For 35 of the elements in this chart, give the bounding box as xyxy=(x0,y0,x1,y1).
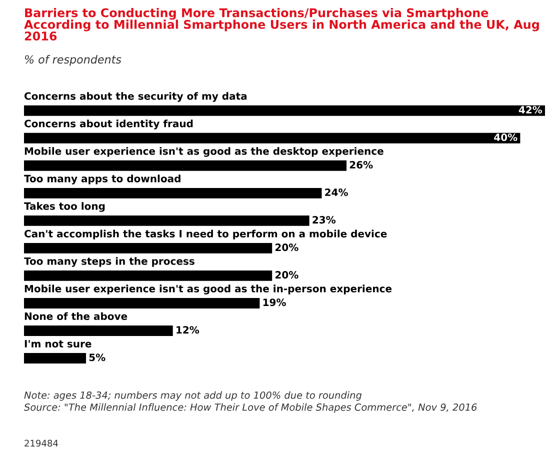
bar xyxy=(24,188,322,198)
chart-subtitle: % of respondents xyxy=(25,55,122,66)
y-tick-label: Mobile user experience isn't as good as the desktop experience xyxy=(24,147,384,157)
y-tick-label: Concerns about identity fraud xyxy=(24,120,193,130)
y-tick-label: Can't accomplish the tasks I need to perform on a mobile device xyxy=(24,230,387,240)
bar xyxy=(24,326,173,336)
data-label: 40% xyxy=(494,133,518,142)
data-label: 24% xyxy=(325,188,348,196)
y-tick-label: None of the above xyxy=(24,312,128,320)
data-label: 19% xyxy=(263,298,286,306)
data-label: 42% xyxy=(518,106,542,114)
y-tick-label: Mobile user experience isn't as good as the in-person experience xyxy=(24,284,392,294)
data-label: 26% xyxy=(350,160,373,169)
bar xyxy=(24,242,272,254)
data-label: 20% xyxy=(275,244,298,252)
y-tick-label: Too many steps in the process xyxy=(24,257,194,267)
data-label: 5% xyxy=(89,354,106,362)
bar xyxy=(24,298,260,308)
bar xyxy=(24,215,310,226)
y-tick-label: Too many apps to download xyxy=(24,174,180,184)
bar xyxy=(24,160,347,171)
y-tick-label: I'm not sure xyxy=(24,340,92,348)
bar xyxy=(24,270,272,281)
chart-title: Barriers to Conducting More Transactions/Purchases via Smartphone According to Millennial Smartphone Users in North America and the UK, Aug 2016 xyxy=(24,8,539,41)
data-label: 12% xyxy=(176,326,200,334)
bar xyxy=(24,353,86,364)
text: 219484 xyxy=(24,440,58,447)
bar xyxy=(24,105,545,116)
source-note: Source: "The Millennial Influence: How Their Love of Mobile Shapes Commerce", Nov 9, 2016 xyxy=(24,403,477,413)
text: Note: ages 18-34; numbers may not add up to 100% due to rounding xyxy=(24,391,362,401)
y-tick-label: Concerns about the security of my data xyxy=(24,92,247,102)
bar xyxy=(24,132,520,144)
data-label: 20% xyxy=(275,271,298,279)
y-tick-label: Takes too long xyxy=(24,202,105,212)
data-label: 23% xyxy=(312,216,336,224)
